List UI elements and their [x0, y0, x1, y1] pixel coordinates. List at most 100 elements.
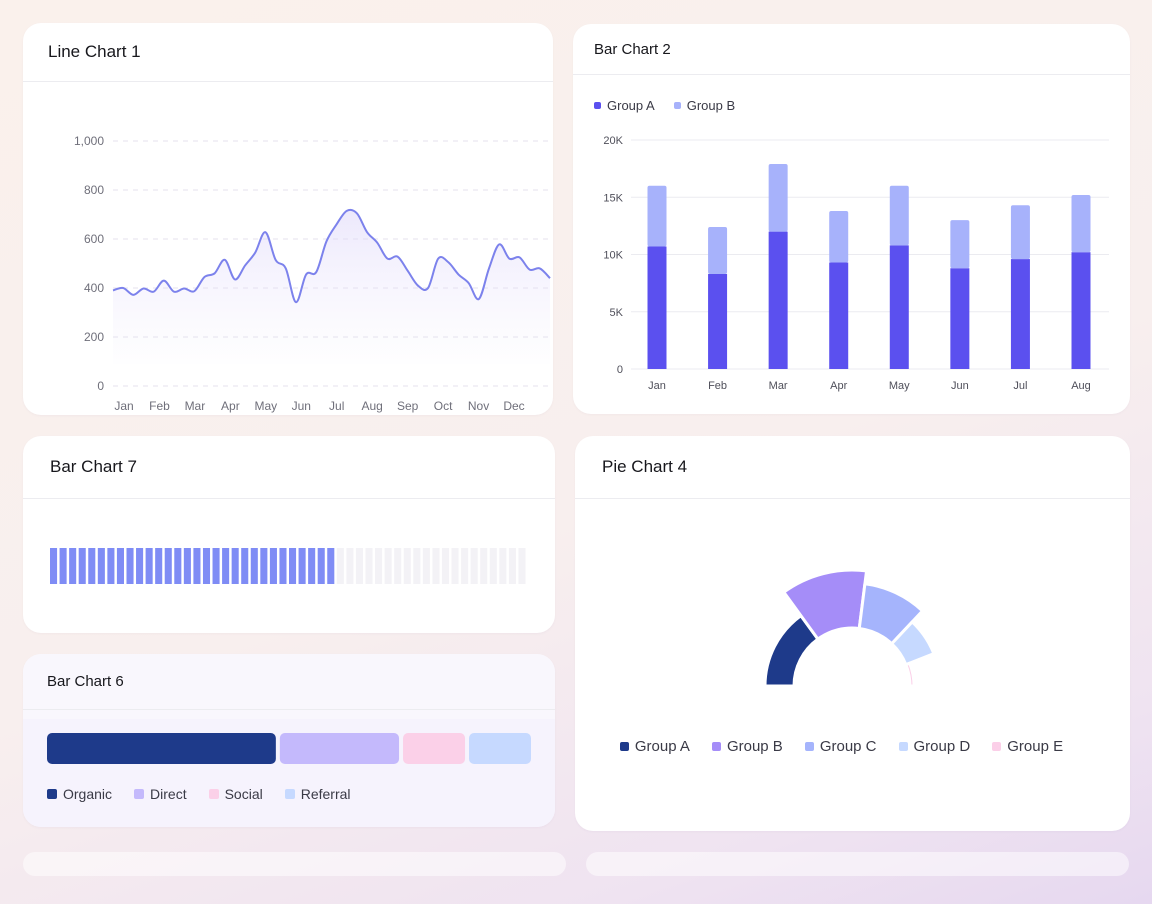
legend-item: Group B — [673, 98, 735, 113]
legend-swatch — [208, 789, 219, 799]
segment-filled — [317, 548, 325, 584]
x-tick-label: Mar — [185, 399, 206, 413]
segment-filled — [231, 548, 239, 584]
line-chart-title: Line Chart 1 — [48, 42, 141, 61]
pie-slice-group-e — [904, 661, 916, 688]
segment-filled — [88, 548, 96, 584]
segment-filled — [97, 548, 105, 584]
line-chart: 0 200 400 600 800 1,000 Jan Feb Mar Apr May Jun Jul A… — [74, 134, 551, 413]
segment-filled — [289, 548, 297, 584]
bar-group-a — [1071, 252, 1091, 369]
x-tick-label: Jan — [648, 380, 666, 392]
segment-filled — [308, 548, 316, 584]
y-tick-label: 15K — [603, 192, 623, 204]
bar-group-b — [889, 185, 909, 246]
segment-empty — [384, 548, 392, 584]
legend-item: Group C — [804, 738, 877, 755]
y-tick-label: 10K — [603, 250, 623, 262]
legend-item: Group A — [619, 738, 690, 755]
x-tick-label: Jul — [329, 399, 344, 413]
x-tick-label: Jul — [1013, 380, 1027, 392]
legend-swatch — [711, 742, 721, 751]
legend-swatch — [47, 789, 57, 799]
segment-empty — [432, 548, 440, 584]
segment-empty — [499, 548, 507, 584]
bar-group-a — [708, 273, 728, 369]
bar-chart-2-card: Bar Chart 2 Group A Group B 0 5K 10K 15K 20K J… — [573, 24, 1130, 414]
segment-social — [403, 733, 466, 764]
pie-chart-4 — [763, 568, 936, 688]
x-tick-label: Jan — [114, 399, 133, 413]
bar-chart-2-title: Bar Chart 2 — [594, 40, 671, 58]
segment-filled — [69, 548, 77, 584]
bar-group-b — [708, 227, 728, 274]
placeholder-card-left — [23, 852, 566, 876]
segment-empty — [441, 548, 450, 584]
segment-empty — [403, 548, 411, 584]
legend-label: Group C — [819, 738, 877, 755]
segment-filled — [241, 548, 249, 584]
legend-label: Referral — [300, 786, 351, 802]
segment-filled — [183, 548, 191, 584]
legend-label: Group A — [634, 738, 690, 755]
segment-filled — [269, 548, 277, 584]
bar-chart-6-title: Bar Chart 6 — [47, 673, 124, 690]
line-area — [113, 209, 550, 364]
segment-empty — [375, 548, 383, 584]
line-chart-header: Line Chart 1 — [23, 23, 553, 82]
pie-chart-4-legend: Group A Group B Group C Group D Group E — [575, 738, 1130, 755]
segment-empty — [365, 548, 373, 584]
bar-group-a — [950, 268, 970, 369]
legend-label: Direct — [150, 786, 187, 802]
y-tick-label: 800 — [84, 183, 104, 197]
segment-empty — [461, 548, 469, 584]
bar-group-b — [1071, 194, 1091, 253]
bar-group-b — [950, 220, 970, 269]
bar-group-b — [829, 210, 849, 263]
pie-slice-group-b — [782, 568, 869, 641]
segment-filled — [279, 548, 287, 584]
segment-empty — [422, 548, 430, 584]
legend-label: Group B — [726, 738, 783, 755]
segment-filled — [174, 548, 182, 584]
legend-swatch — [134, 789, 145, 799]
x-tick-label: Apr — [830, 380, 847, 392]
segment-filled — [50, 548, 58, 584]
x-tick-label: May — [889, 380, 910, 392]
legend-swatch — [804, 742, 814, 751]
legend-item: Organic — [47, 786, 112, 802]
legend-item: Group E — [992, 738, 1063, 755]
y-tick-label: 200 — [84, 330, 104, 344]
x-tick-label: Mar — [769, 380, 788, 392]
segment-referral — [469, 733, 531, 764]
pie-slice-group-c — [857, 582, 925, 646]
bar-group-a — [1010, 259, 1030, 369]
bar-group-b — [1010, 205, 1030, 260]
bar-group-a — [889, 245, 909, 369]
line-chart-card: Line Chart 1 0 200 400 600 800 1,000 Jan Feb Mar… — [23, 23, 553, 415]
segment-filled — [193, 548, 201, 584]
segment-filled — [155, 548, 163, 584]
x-tick-label: Feb — [708, 380, 727, 392]
legend-item: Group D — [898, 738, 970, 755]
x-tick-label: Aug — [362, 399, 383, 413]
legend-label: Social — [224, 786, 263, 802]
x-tick-label: Oct — [434, 399, 453, 413]
segment-empty — [413, 548, 421, 584]
pie-chart-4-card: Pie Chart 4 Group A Group B Group C Group D… — [575, 436, 1130, 831]
bar-group-b — [768, 164, 788, 232]
bar-group-a — [768, 231, 788, 369]
x-tick-label: Nov — [468, 399, 489, 413]
legend-swatch — [673, 102, 681, 109]
segment-filled — [202, 548, 211, 584]
segment-filled — [126, 548, 134, 584]
legend-swatch — [898, 742, 908, 751]
segment-empty — [489, 548, 497, 584]
segment-empty — [518, 548, 526, 584]
legend-swatch — [284, 789, 295, 799]
legend-swatch — [619, 742, 629, 751]
segment-filled — [260, 548, 268, 584]
pie-chart-4-header: Pie Chart 4 — [575, 436, 1130, 499]
segment-empty — [346, 548, 354, 584]
legend-item: Group A — [594, 98, 655, 113]
